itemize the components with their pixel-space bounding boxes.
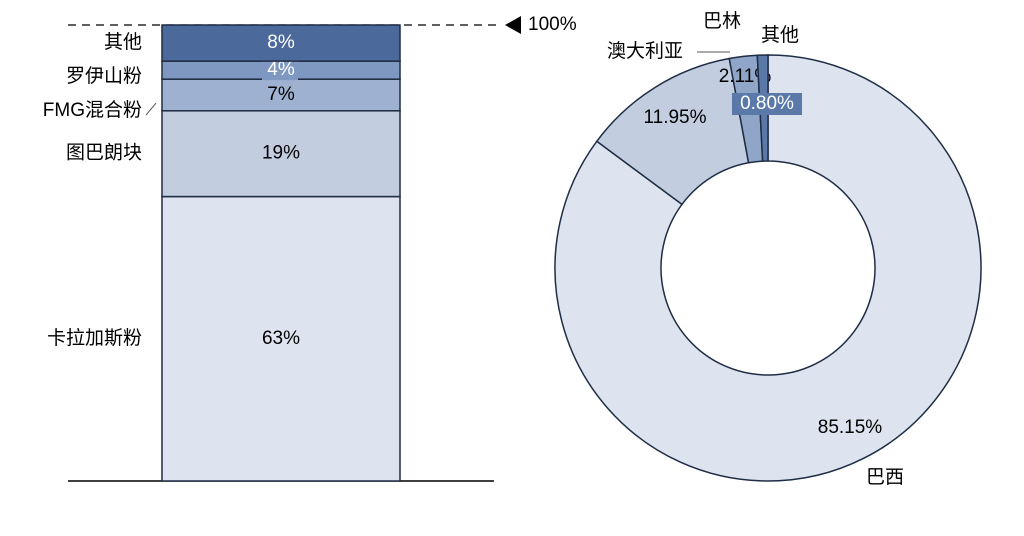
bar-segment xyxy=(161,110,401,198)
series-label: 其他 xyxy=(104,31,142,53)
value-label-box xyxy=(732,93,802,115)
value-label: 8% xyxy=(267,32,295,53)
bar-segment xyxy=(161,195,401,482)
category-label: 巴林 xyxy=(703,10,741,32)
value-label: 63% xyxy=(262,328,300,349)
value-label: 4% xyxy=(267,59,295,80)
leader-line xyxy=(145,102,157,116)
series-label: 罗伊山粉 xyxy=(66,65,142,87)
category-label: 其他 xyxy=(761,24,799,46)
total-label: 100% xyxy=(528,14,577,35)
series-label: 卡拉加斯粉 xyxy=(47,327,142,349)
value-label: 7% xyxy=(267,84,295,105)
donut-slice xyxy=(554,54,982,482)
total-marker xyxy=(505,16,521,34)
series-label: FMG混合粉 xyxy=(43,99,142,121)
value-label: 19% xyxy=(262,143,300,164)
bar-segment xyxy=(161,78,401,112)
bar-segment xyxy=(161,24,401,62)
category-label: 澳大利亚 xyxy=(607,40,683,62)
value-label: 11.95% xyxy=(643,107,706,128)
value-label-box xyxy=(262,60,298,81)
value-label: 85.15% xyxy=(818,417,883,438)
value-label: 0.80% xyxy=(740,93,794,114)
category-label: 巴西 xyxy=(866,467,904,488)
series-label: 图巴朗块 xyxy=(66,142,142,164)
